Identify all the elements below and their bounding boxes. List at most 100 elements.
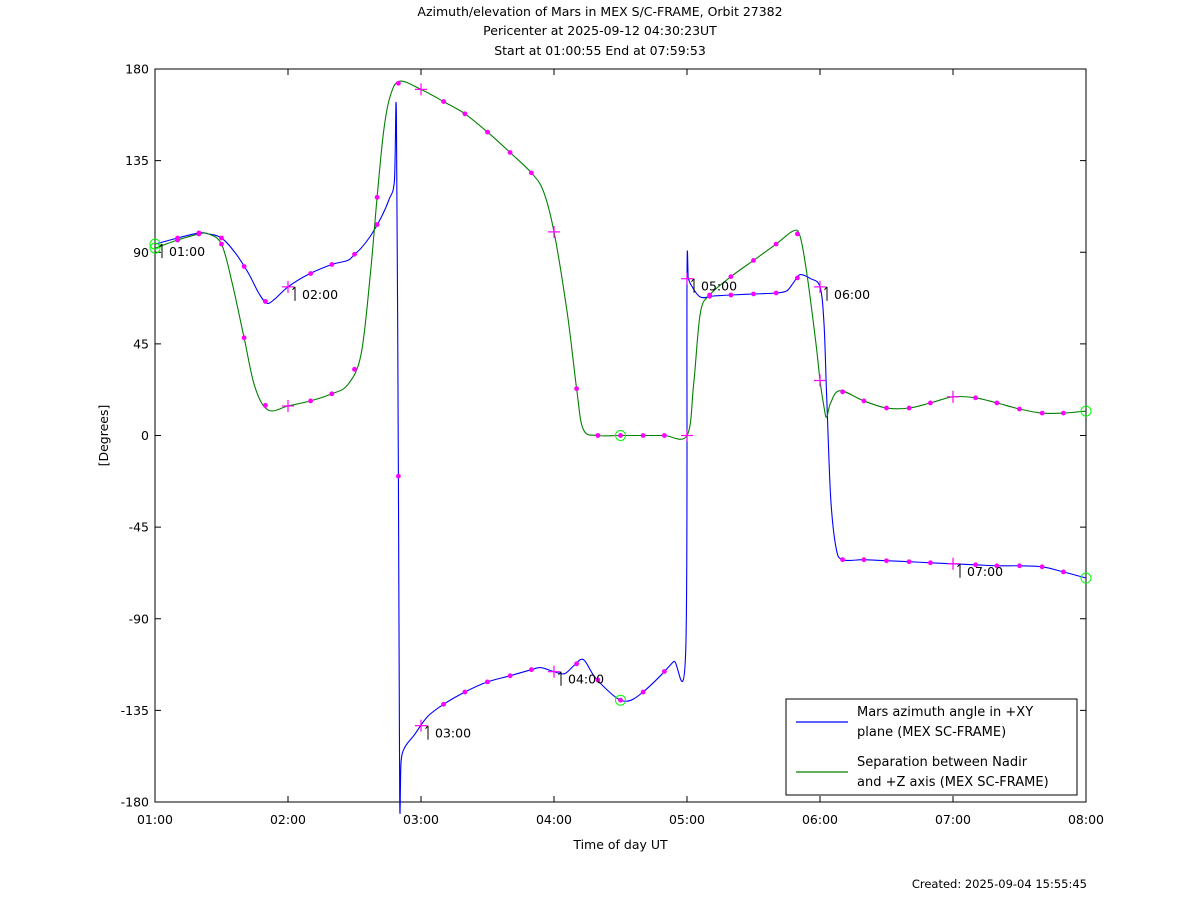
y-tick-label: 90 <box>133 245 149 260</box>
separation-minor-marker <box>528 170 534 176</box>
separation-minor-marker <box>262 402 268 408</box>
x-tick-label: 03:00 <box>403 812 439 827</box>
x-tick-label: 02:00 <box>270 812 306 827</box>
azimuth-minor-marker <box>906 559 912 565</box>
azimuth-minor-marker <box>1017 563 1022 569</box>
separation-minor-marker <box>927 400 933 406</box>
hour-annotation-arrow <box>558 671 562 676</box>
azimuth-minor-marker <box>308 271 314 276</box>
y-tick-label: 45 <box>133 336 149 351</box>
separation-pericenter-circle <box>149 242 161 254</box>
y-tick-label: -45 <box>129 520 149 535</box>
y-tick-label: 180 <box>125 62 149 77</box>
x-tick-label: 07:00 <box>935 812 971 827</box>
separation-minor-marker <box>773 241 779 247</box>
separation-minor-marker <box>352 366 357 372</box>
azimuth-minor-marker <box>840 557 846 563</box>
azimuth-minor-marker <box>462 689 468 695</box>
separation-minor-marker <box>395 80 401 86</box>
azimuth-minor-marker <box>219 235 224 241</box>
separation-minor-marker <box>661 433 667 438</box>
legend-box <box>785 698 1078 796</box>
azimuth-minor-marker <box>395 473 401 479</box>
separation-minor-marker <box>751 257 756 263</box>
azimuth-minor-marker <box>574 661 580 667</box>
separation-minor-marker <box>175 237 181 243</box>
azimuth-legend-label: Mars azimuth angle in +XY <box>857 705 1033 720</box>
separation-minor-marker <box>1039 410 1045 416</box>
azimuth-minor-marker <box>352 251 357 257</box>
separation-minor-marker <box>884 405 889 411</box>
azimuth-minor-marker <box>441 701 447 707</box>
x-tick-label: 04:00 <box>536 812 572 827</box>
separation-minor-marker <box>906 405 912 411</box>
azimuth-minor-marker <box>329 262 335 267</box>
hour-annotation-arrow <box>159 243 163 248</box>
y-tick-label: 135 <box>125 153 149 168</box>
azimuth-minor-marker <box>773 290 779 296</box>
separation-minor-marker <box>595 433 601 438</box>
y-tick-label: -135 <box>121 703 149 718</box>
azimuth-line <box>154 102 1087 814</box>
separation-minor-marker <box>994 400 1000 406</box>
azimuth-minor-marker <box>1039 564 1045 570</box>
azimuth-minor-marker <box>374 222 380 227</box>
separation-minor-marker <box>374 194 380 200</box>
separation-minor-marker <box>707 292 713 298</box>
separation-legend-label: and +Z axis (MEX SC-FRAME) <box>857 775 1049 790</box>
separation-minor-marker <box>840 389 846 395</box>
x-tick-label: 08:00 <box>1068 812 1104 827</box>
separation-minor-marker <box>640 433 646 438</box>
hour-annotations: 01:00 02:00 03:00 04:00 05:00 06:00 07:00 <box>159 243 1003 741</box>
hour-annotation-arrow <box>957 563 961 568</box>
separation-minor-marker <box>196 231 202 237</box>
separation-minor-marker <box>241 335 247 341</box>
azimuth-minor-marker <box>528 667 534 673</box>
x-tick-label: 05:00 <box>669 812 705 827</box>
azimuth-pericenter-circle <box>149 238 161 250</box>
separation-minor-marker <box>728 274 734 280</box>
hour-annotation-label: 05:00 <box>701 279 737 294</box>
azimuth-minor-marker <box>507 673 513 679</box>
hour-annotation-label: 01:00 <box>169 244 205 259</box>
separation-minor-marker <box>507 150 513 155</box>
azimuth-minor-marker <box>751 291 756 297</box>
chart-title: Azimuth/elevation of Mars in MEX S/C-FRA… <box>417 4 783 19</box>
azimuth-minor-marker <box>262 299 268 304</box>
x-tick-label: 06:00 <box>802 812 838 827</box>
azimuth-minor-marker <box>927 560 933 566</box>
hour-annotation-arrow <box>824 286 828 291</box>
hour-annotation-arrow <box>292 286 296 291</box>
hour-annotation-arrow <box>691 278 695 283</box>
hour-annotation-arrow <box>425 725 429 729</box>
separation-minor-marker <box>462 111 468 117</box>
legend: Mars azimuth angle in +XY plane (MEX SC-F… <box>785 698 1078 796</box>
y-tick-label: -90 <box>129 611 149 626</box>
hour-annotation-label: 04:00 <box>568 672 604 687</box>
axes: 01:00 02:00 03:00 04:00 05:00 06:00 07:00 08:00… <box>96 62 1104 853</box>
azimuth-minor-marker <box>595 677 601 683</box>
separation-minor-marker <box>441 99 447 104</box>
separation-minor-marker <box>308 398 314 404</box>
separation-minor-marker <box>329 391 335 397</box>
time-markers <box>149 80 1092 732</box>
azimuth-minor-marker <box>1060 569 1066 575</box>
azimuth-pericenter-circle <box>615 694 626 706</box>
x-axis-label: Time of day UT <box>572 837 668 852</box>
separation-minor-marker <box>1060 410 1066 416</box>
azimuth-minor-marker <box>973 562 979 568</box>
y-tick-label: -180 <box>121 795 149 810</box>
azimuth-minor-marker <box>728 292 734 298</box>
separation-legend-label: Separation between Nadir <box>857 755 1028 770</box>
azimuth-pericenter-circle <box>1080 572 1092 584</box>
azimuth-minor-marker <box>485 679 490 685</box>
separation-minor-marker <box>574 386 580 392</box>
hour-annotation-label: 07:00 <box>967 564 1003 579</box>
azimuth-minor-marker <box>661 669 667 674</box>
hour-annotation-label: 06:00 <box>834 287 870 302</box>
separation-minor-marker <box>219 241 224 247</box>
separation-minor-marker <box>1017 406 1022 412</box>
separation-minor-marker <box>618 433 623 438</box>
x-tick-label: 01:00 <box>137 812 173 827</box>
